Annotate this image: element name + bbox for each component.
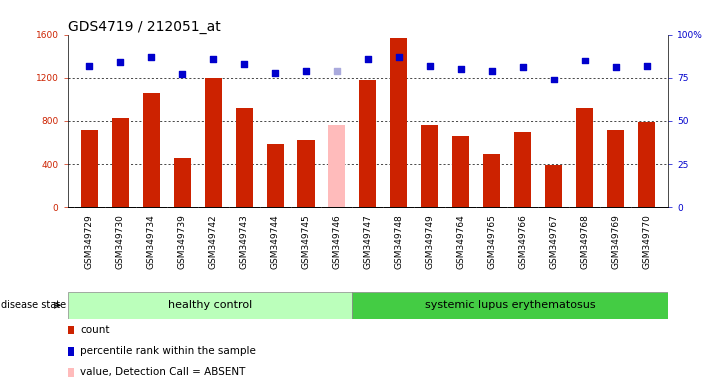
Bar [576, 108, 593, 207]
Bar [545, 165, 562, 207]
Text: GSM349767: GSM349767 [550, 214, 558, 269]
Text: GSM349747: GSM349747 [363, 214, 373, 269]
Text: percentile rank within the sample: percentile rank within the sample [80, 346, 256, 356]
Point [455, 66, 466, 72]
Bar [143, 93, 160, 207]
Text: healthy control: healthy control [168, 300, 252, 310]
Text: GSM349766: GSM349766 [518, 214, 528, 269]
Point [208, 56, 219, 62]
Text: GSM349734: GSM349734 [146, 214, 156, 269]
Point [486, 68, 498, 74]
Bar [422, 125, 439, 207]
Text: GSM349749: GSM349749 [425, 214, 434, 269]
Text: GSM349770: GSM349770 [642, 214, 651, 269]
Point [517, 65, 528, 71]
Bar [235, 108, 252, 207]
Point [146, 54, 157, 60]
Text: GSM349765: GSM349765 [487, 214, 496, 269]
Bar [173, 158, 191, 207]
Text: GSM349745: GSM349745 [301, 214, 311, 269]
Text: disease state: disease state [1, 300, 66, 310]
Text: GSM349764: GSM349764 [456, 214, 465, 269]
Bar [68, 292, 353, 319]
Text: count: count [80, 325, 109, 335]
Point [114, 59, 126, 65]
Bar [483, 154, 501, 207]
Text: value, Detection Call = ABSENT: value, Detection Call = ABSENT [80, 367, 245, 377]
Point [548, 76, 560, 83]
Point [176, 71, 188, 78]
Point [238, 61, 250, 67]
Point [610, 65, 621, 71]
Bar [328, 125, 346, 207]
Bar [452, 136, 469, 207]
Point [269, 70, 281, 76]
Point [393, 54, 405, 60]
Text: GSM349742: GSM349742 [208, 214, 218, 269]
Bar [81, 130, 97, 207]
Text: GSM349730: GSM349730 [116, 214, 124, 269]
Point [363, 56, 374, 62]
Text: systemic lupus erythematosus: systemic lupus erythematosus [425, 300, 596, 310]
Text: GSM349744: GSM349744 [271, 214, 279, 269]
Text: GSM349748: GSM349748 [395, 214, 403, 269]
Bar [297, 141, 314, 207]
Bar [607, 130, 624, 207]
Point [579, 58, 590, 64]
Text: GSM349729: GSM349729 [85, 214, 94, 269]
Bar [267, 144, 284, 207]
Point [300, 68, 311, 74]
Text: GSM349739: GSM349739 [178, 214, 186, 269]
Text: GSM349768: GSM349768 [580, 214, 589, 269]
Point [641, 63, 653, 69]
Text: GSM349743: GSM349743 [240, 214, 249, 269]
Text: GDS4719 / 212051_at: GDS4719 / 212051_at [68, 20, 220, 33]
Bar [390, 38, 407, 207]
Bar [638, 122, 655, 207]
Bar [514, 132, 531, 207]
Bar [353, 292, 668, 319]
Bar [360, 80, 376, 207]
Point [331, 68, 343, 74]
Text: GSM349769: GSM349769 [611, 214, 620, 269]
Text: GSM349746: GSM349746 [333, 214, 341, 269]
Point [83, 63, 95, 69]
Bar [205, 78, 222, 207]
Point [424, 63, 436, 69]
Bar [112, 118, 129, 207]
